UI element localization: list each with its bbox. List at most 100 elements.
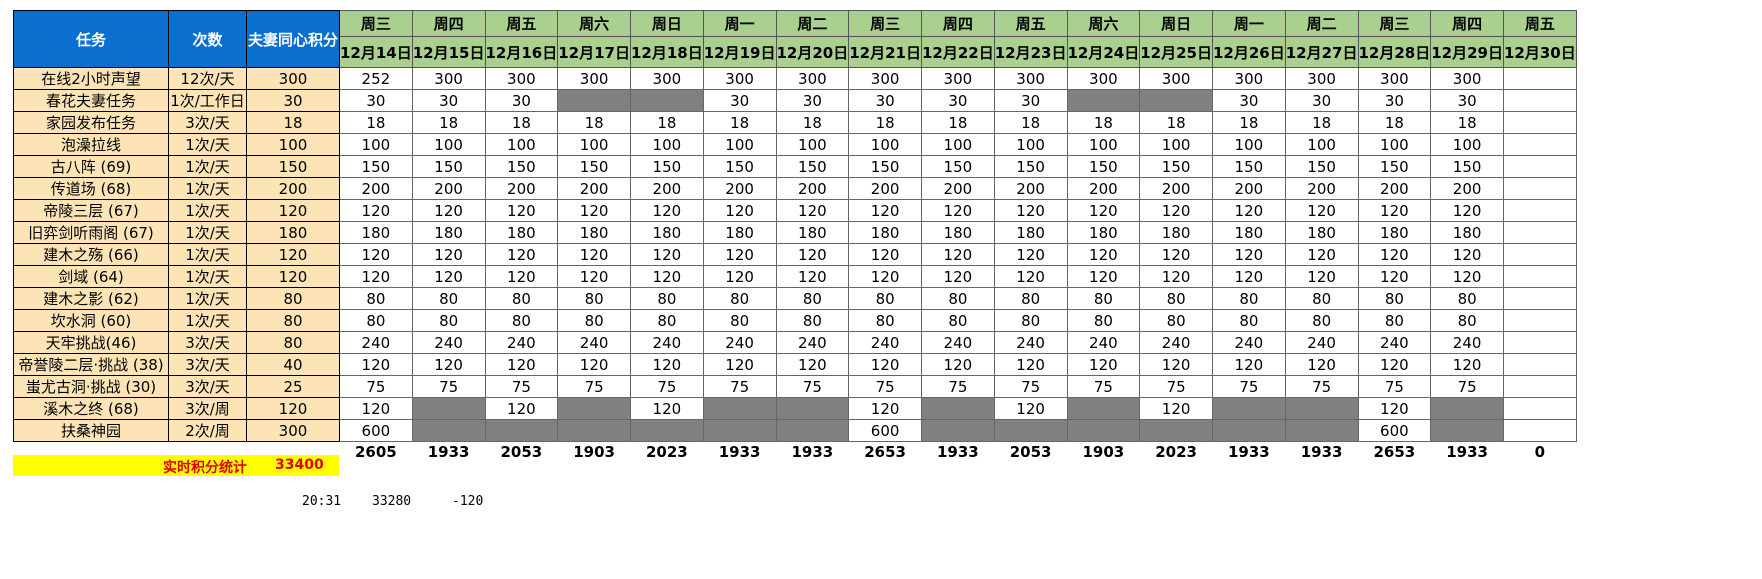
points-cell[interactable]: 120 bbox=[702, 265, 777, 288]
points-cell[interactable]: 120 bbox=[630, 199, 704, 222]
points-cell[interactable]: 30 bbox=[1430, 89, 1504, 112]
points-cell[interactable] bbox=[1503, 177, 1577, 200]
points-cell[interactable]: 75 bbox=[1066, 375, 1141, 398]
task-times-cell[interactable]: 3次/天 bbox=[168, 111, 247, 134]
points-cell[interactable]: 600 bbox=[848, 419, 922, 442]
points-cell[interactable]: 100 bbox=[775, 133, 850, 156]
points-cell[interactable]: 300 bbox=[921, 67, 995, 90]
task-times-cell[interactable]: 1次/天 bbox=[168, 133, 247, 156]
weekday-header[interactable]: 周一 bbox=[702, 10, 777, 37]
unavailable-cell[interactable] bbox=[1139, 419, 1213, 442]
date-header[interactable]: 12月20日 bbox=[775, 36, 850, 68]
points-cell[interactable]: 30 bbox=[339, 89, 413, 112]
points-cell[interactable]: 300 bbox=[630, 67, 704, 90]
points-cell[interactable] bbox=[1503, 111, 1577, 134]
task-points-cell[interactable]: 300 bbox=[246, 419, 340, 442]
points-cell[interactable]: 150 bbox=[630, 155, 704, 178]
daily-total-cell[interactable]: 1903 bbox=[1067, 441, 1140, 462]
points-cell[interactable]: 240 bbox=[1357, 331, 1432, 354]
points-cell[interactable]: 120 bbox=[921, 265, 995, 288]
points-cell[interactable]: 200 bbox=[921, 177, 995, 200]
task-name-cell[interactable]: 剑域 (64) bbox=[13, 265, 169, 288]
points-cell[interactable]: 300 bbox=[484, 67, 559, 90]
task-points-cell[interactable]: 40 bbox=[246, 353, 340, 376]
points-cell[interactable]: 120 bbox=[1066, 199, 1141, 222]
points-cell[interactable]: 240 bbox=[1066, 331, 1141, 354]
daily-total-cell[interactable]: 2605 bbox=[339, 441, 413, 462]
task-name-cell[interactable]: 泡澡拉线 bbox=[13, 133, 169, 156]
points-cell[interactable]: 300 bbox=[411, 67, 486, 90]
task-times-cell[interactable]: 3次/周 bbox=[168, 397, 247, 420]
points-cell[interactable]: 80 bbox=[411, 309, 486, 332]
weekday-header[interactable]: 周四 bbox=[921, 10, 995, 37]
unavailable-cell[interactable] bbox=[1284, 397, 1359, 420]
points-cell[interactable]: 75 bbox=[702, 375, 777, 398]
points-cell[interactable]: 300 bbox=[1284, 67, 1359, 90]
points-cell[interactable]: 120 bbox=[411, 353, 486, 376]
points-cell[interactable]: 240 bbox=[630, 331, 704, 354]
points-cell[interactable]: 200 bbox=[1357, 177, 1432, 200]
points-cell[interactable]: 300 bbox=[1357, 67, 1432, 90]
points-cell[interactable]: 300 bbox=[993, 67, 1068, 90]
points-cell[interactable]: 120 bbox=[557, 265, 631, 288]
points-cell[interactable]: 180 bbox=[921, 221, 995, 244]
points-cell[interactable]: 80 bbox=[921, 287, 995, 310]
points-cell[interactable]: 240 bbox=[1212, 331, 1286, 354]
points-cell[interactable] bbox=[1503, 199, 1577, 222]
points-cell[interactable]: 240 bbox=[339, 331, 413, 354]
points-cell[interactable]: 120 bbox=[921, 353, 995, 376]
points-cell[interactable]: 180 bbox=[848, 221, 922, 244]
points-cell[interactable]: 180 bbox=[557, 221, 631, 244]
points-cell[interactable]: 30 bbox=[775, 89, 850, 112]
points-cell[interactable]: 80 bbox=[557, 287, 631, 310]
unavailable-cell[interactable] bbox=[1066, 89, 1141, 112]
points-cell[interactable]: 120 bbox=[1357, 199, 1432, 222]
points-cell[interactable]: 120 bbox=[1066, 353, 1141, 376]
task-points-cell[interactable]: 120 bbox=[246, 199, 340, 222]
daily-total-cell[interactable]: 2053 bbox=[994, 441, 1067, 462]
points-cell[interactable]: 120 bbox=[1212, 243, 1286, 266]
points-cell[interactable]: 150 bbox=[557, 155, 631, 178]
unavailable-cell[interactable] bbox=[630, 419, 704, 442]
points-cell[interactable] bbox=[1503, 287, 1577, 310]
task-name-cell[interactable]: 建木之殇 (66) bbox=[13, 243, 169, 266]
points-cell[interactable]: 30 bbox=[921, 89, 995, 112]
points-cell[interactable]: 180 bbox=[702, 221, 777, 244]
daily-total-cell[interactable]: 1933 bbox=[921, 441, 995, 462]
points-cell[interactable]: 240 bbox=[921, 331, 995, 354]
points-cell[interactable]: 100 bbox=[630, 133, 704, 156]
points-cell[interactable]: 80 bbox=[339, 309, 413, 332]
task-times-cell[interactable]: 1次/工作日 bbox=[168, 89, 247, 112]
points-cell[interactable]: 75 bbox=[339, 375, 413, 398]
points-cell[interactable]: 75 bbox=[775, 375, 850, 398]
points-cell[interactable]: 80 bbox=[630, 287, 704, 310]
daily-total-cell[interactable]: 2053 bbox=[485, 441, 558, 462]
weekday-header[interactable]: 周六 bbox=[1066, 10, 1141, 37]
points-cell[interactable]: 75 bbox=[1212, 375, 1286, 398]
points-cell[interactable]: 200 bbox=[993, 177, 1068, 200]
points-cell[interactable]: 120 bbox=[702, 199, 777, 222]
points-cell[interactable]: 120 bbox=[1357, 265, 1432, 288]
points-cell[interactable]: 120 bbox=[848, 397, 922, 420]
daily-total-cell[interactable]: 2653 bbox=[1358, 441, 1431, 462]
points-cell[interactable]: 120 bbox=[339, 199, 413, 222]
unavailable-cell[interactable] bbox=[557, 397, 631, 420]
points-cell[interactable]: 120 bbox=[1430, 243, 1504, 266]
points-cell[interactable]: 80 bbox=[848, 287, 922, 310]
points-cell[interactable]: 30 bbox=[1284, 89, 1359, 112]
points-cell[interactable]: 18 bbox=[630, 111, 704, 134]
date-header[interactable]: 12月16日 bbox=[484, 36, 559, 68]
points-cell[interactable]: 120 bbox=[630, 243, 704, 266]
points-cell[interactable]: 120 bbox=[1357, 353, 1432, 376]
task-points-cell[interactable]: 150 bbox=[246, 155, 340, 178]
points-cell[interactable]: 80 bbox=[1066, 309, 1141, 332]
date-header[interactable]: 12月30日 bbox=[1503, 36, 1577, 68]
points-cell[interactable]: 120 bbox=[848, 353, 922, 376]
points-cell[interactable]: 120 bbox=[1284, 353, 1359, 376]
weekday-header[interactable]: 周四 bbox=[1430, 10, 1504, 37]
points-cell[interactable]: 18 bbox=[1284, 111, 1359, 134]
points-cell[interactable]: 80 bbox=[484, 287, 559, 310]
daily-total-cell[interactable]: 2653 bbox=[848, 441, 922, 462]
points-cell[interactable]: 120 bbox=[1357, 243, 1432, 266]
weekday-header[interactable]: 周日 bbox=[630, 10, 704, 37]
